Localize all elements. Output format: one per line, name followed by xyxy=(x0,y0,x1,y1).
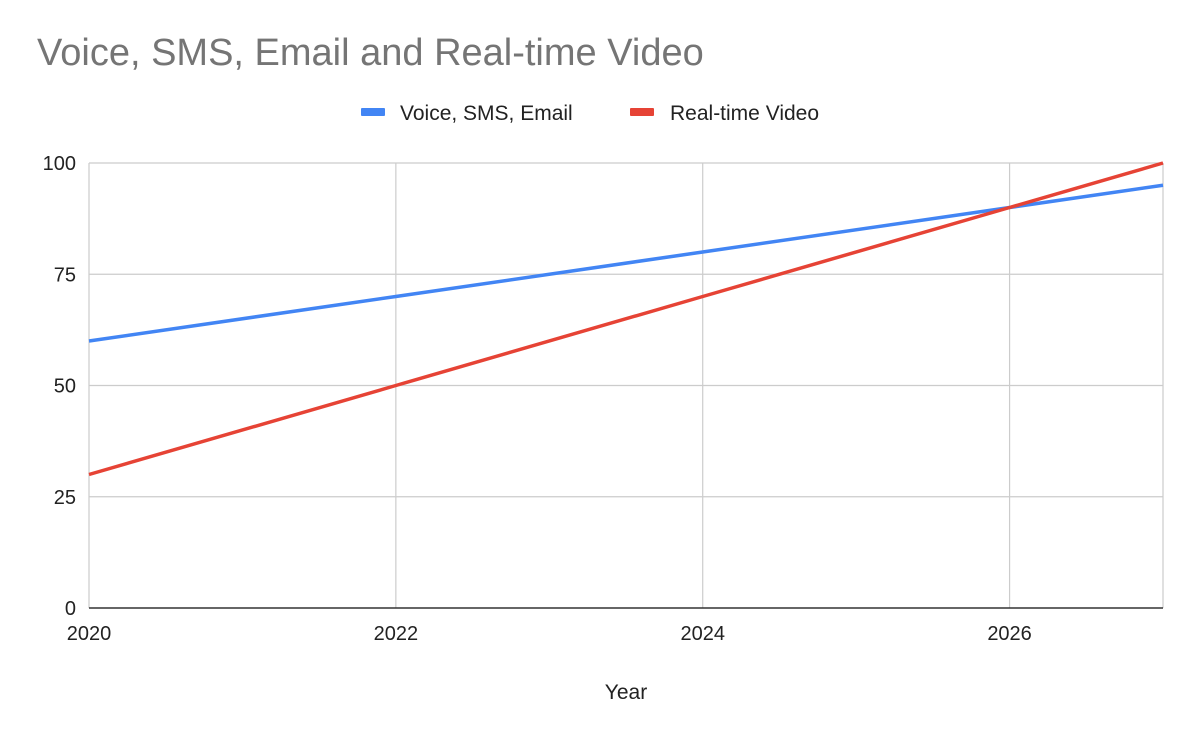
legend-label: Voice, SMS, Email xyxy=(400,102,573,125)
legend-label: Real-time Video xyxy=(670,102,819,125)
grid xyxy=(88,162,1164,608)
series-line-2 xyxy=(88,161,1164,477)
y-tick-label: 100 xyxy=(43,153,76,175)
legend-swatch xyxy=(630,108,654,116)
x-tick-label: 2026 xyxy=(987,623,1032,645)
x-tick-label: 2022 xyxy=(374,623,419,645)
y-tick-label: 25 xyxy=(54,487,76,509)
legend-swatch xyxy=(361,108,385,116)
x-tick-label: 2020 xyxy=(67,623,112,645)
y-tick-label: 75 xyxy=(54,264,76,286)
series-lines xyxy=(88,161,1164,477)
x-tick-label: 2024 xyxy=(680,623,725,645)
x-axis-title: Year xyxy=(605,681,647,704)
series-line-1 xyxy=(88,183,1164,343)
y-tick-label: 50 xyxy=(54,376,76,398)
chart-title: Voice, SMS, Email and Real-time Video xyxy=(37,32,704,74)
legend: Voice, SMS, Email Real-time Video xyxy=(361,102,819,125)
tick-labels: 0 25 50 75 100 2020 2022 2024 2026 xyxy=(43,153,1032,645)
y-tick-label: 0 xyxy=(65,598,76,620)
